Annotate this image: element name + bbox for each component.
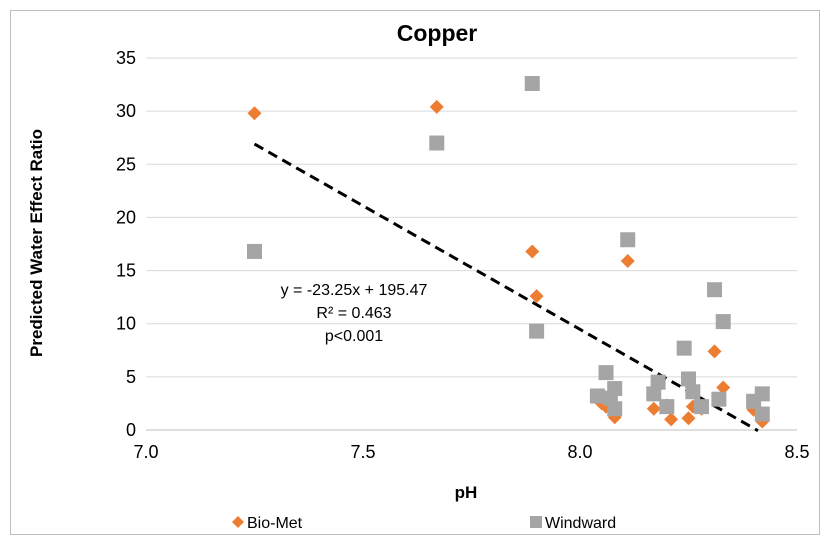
annotation-equation: y = -23.25x + 195.47: [281, 282, 428, 299]
y-tick-label: 30: [116, 101, 136, 121]
data-point: [589, 388, 605, 404]
data-point: [598, 365, 614, 381]
data-point: [694, 399, 710, 415]
annotation-r-squared: R² = 0.463: [316, 305, 391, 322]
data-point: [429, 99, 444, 114]
data-point: [525, 244, 540, 259]
data-point: [681, 411, 696, 426]
data-point: [681, 371, 696, 387]
legend-label: Bio-Met: [247, 515, 303, 532]
data-point: [429, 135, 445, 151]
legend-marker: [232, 516, 244, 528]
legend-marker: [530, 516, 542, 528]
trendline: [253, 142, 759, 432]
x-tick-label: 8.0: [567, 442, 592, 462]
data-point: [247, 106, 262, 121]
y-tick-label: 25: [116, 154, 136, 174]
data-point: [664, 412, 679, 427]
data-point: [676, 340, 692, 356]
y-tick-label: 10: [116, 314, 136, 334]
data-point: [707, 344, 722, 359]
data-point: [711, 391, 727, 407]
data-point: [620, 254, 635, 269]
gridlines: [146, 57, 797, 378]
data-point: [646, 401, 661, 416]
data-point: [524, 76, 540, 92]
data-point: [607, 381, 623, 397]
y-tick-label: 20: [116, 207, 136, 227]
series-windward: [247, 76, 770, 422]
data-point: [754, 386, 770, 402]
legend-item: Windward: [530, 515, 616, 532]
chart-frame: [10, 10, 820, 535]
y-tick-label: 35: [116, 48, 136, 68]
data-point: [754, 406, 770, 422]
x-tick-label: 7.5: [350, 442, 375, 462]
tick-labels: 0 5 10 15 20 25 30 35 7.0 7.5 8.0 8.5: [116, 48, 810, 462]
data-point: [529, 323, 545, 339]
legend-label: Windward: [545, 515, 616, 532]
y-tick-label: 0: [126, 420, 136, 440]
data-point: [247, 243, 262, 259]
data-point: [707, 282, 723, 298]
data-point: [715, 314, 731, 330]
y-tick-label: 5: [126, 367, 136, 387]
x-tick-label: 7.0: [133, 442, 158, 462]
data-point: [620, 232, 636, 248]
data-point: [716, 380, 731, 395]
annotation-p-value: p<0.001: [325, 328, 383, 345]
data-point: [650, 374, 666, 390]
y-tick-label: 15: [116, 261, 136, 281]
regression-annotation: y = -23.25x + 195.47 R² = 0.463 p<0.001: [281, 282, 428, 345]
legend: Bio-Met Windward: [232, 515, 616, 532]
data-point: [659, 399, 675, 415]
data-point: [529, 289, 544, 304]
x-axis-label: pH: [455, 483, 478, 502]
data-point: [685, 384, 701, 400]
chart-title: Copper: [397, 20, 478, 46]
data-point: [607, 401, 623, 417]
data-points: [247, 76, 770, 429]
legend-item: Bio-Met: [232, 515, 303, 532]
trendline-group: [253, 142, 759, 432]
y-axis-label: Predicted Water Effect Ratio: [27, 129, 46, 357]
x-tick-label: 8.5: [784, 442, 809, 462]
data-point: [646, 386, 662, 402]
